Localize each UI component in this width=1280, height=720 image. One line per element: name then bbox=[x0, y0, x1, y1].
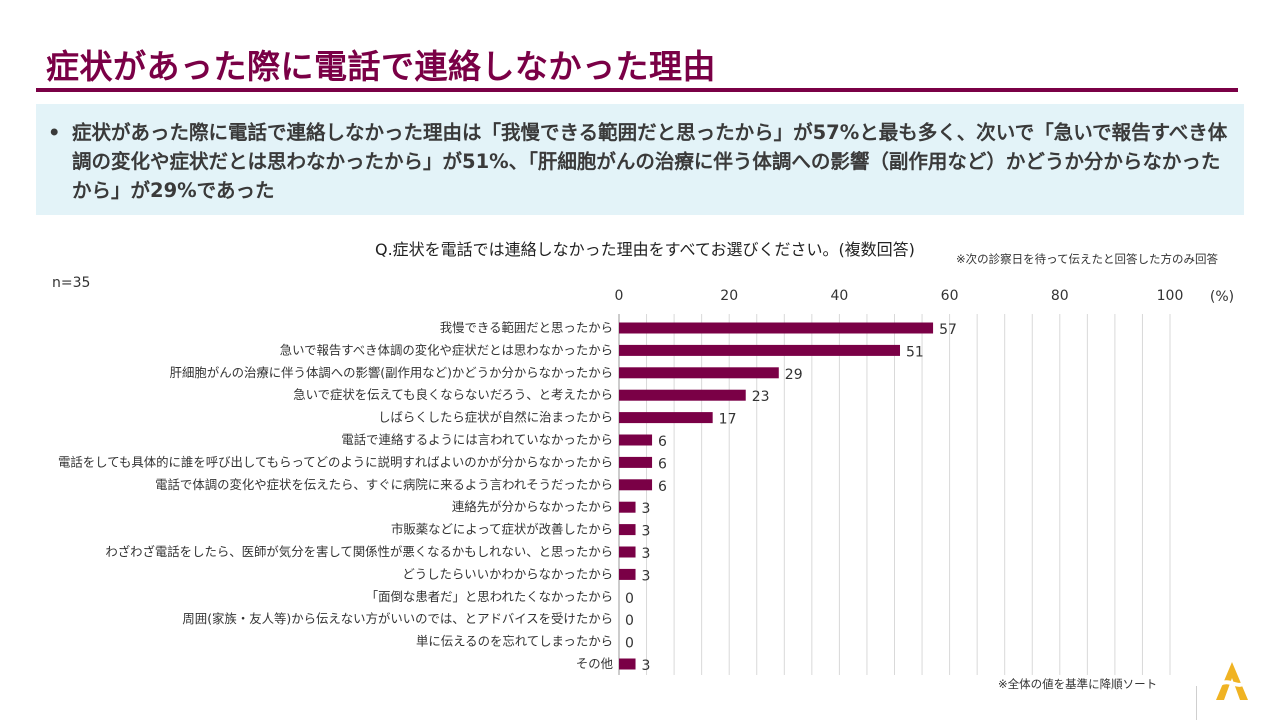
value-label: 6 bbox=[658, 479, 667, 495]
value-label: 57 bbox=[939, 322, 957, 338]
bar bbox=[619, 568, 636, 580]
x-tick-label: 100 bbox=[1157, 288, 1184, 304]
page-title: 症状があった際に電話で連絡しなかった理由 bbox=[46, 47, 716, 86]
category-label: その他 bbox=[576, 656, 613, 671]
corner-divider bbox=[1196, 686, 1197, 720]
value-label: 0 bbox=[625, 591, 634, 607]
category-label: どうしたらいいかわからなかったから bbox=[402, 566, 613, 581]
value-label: 0 bbox=[625, 636, 634, 652]
bar bbox=[619, 479, 653, 491]
x-tick-label: 0 bbox=[615, 288, 624, 304]
category-label: 電話をしても具体的に誰を呼び出してもらってどのように説明すればよいのかが分からな… bbox=[58, 454, 613, 469]
bar bbox=[619, 389, 746, 401]
bar bbox=[619, 546, 636, 558]
sort-note: ※全体の値を基準に降順ソート bbox=[998, 677, 1158, 691]
category-label: 「面倒な患者だ」と思われたくなかったから bbox=[366, 589, 613, 604]
value-label: 29 bbox=[785, 367, 803, 383]
question-text: Q.症状を電話では連絡しなかった理由をすべてお選びください。(複数回答) bbox=[375, 240, 915, 259]
category-label: わざわざ電話をしたら、医師が気分を害して関係性が悪くなるかもしれない、と思ったか… bbox=[105, 544, 613, 559]
category-label: 連絡先が分からなかったから bbox=[452, 499, 613, 514]
bullet-icon: • bbox=[48, 121, 61, 144]
category-label: 単に伝えるのを忘れてしまったから bbox=[416, 634, 613, 649]
summary-box: • 症状があった際に電話で連絡しなかった理由は「我慢できる範囲だと思ったから」が… bbox=[36, 104, 1244, 215]
category-label: 周囲(家族・友人等)から伝えない方がいいのでは、とアドバイスを受けたから bbox=[182, 611, 613, 626]
x-tick-label: 60 bbox=[941, 288, 959, 304]
value-label: 6 bbox=[658, 456, 667, 472]
bar bbox=[619, 367, 779, 379]
value-label: 0 bbox=[625, 613, 634, 629]
respondent-note: ※次の診察日を待って伝えたと回答した方のみ回答 bbox=[956, 252, 1219, 266]
company-logo-icon bbox=[1216, 662, 1248, 700]
value-label: 3 bbox=[642, 546, 651, 562]
value-label: 3 bbox=[642, 568, 651, 584]
category-label: 急いで症状を伝えても良くならないだろう、と考えたから bbox=[293, 387, 613, 402]
category-label: しばらくしたら症状が自然に治まったから bbox=[378, 410, 613, 425]
value-label: 51 bbox=[906, 344, 924, 360]
x-axis-unit-label: (%) bbox=[1210, 289, 1234, 305]
bar bbox=[619, 658, 636, 670]
category-label: 急いで報告すべき体調の変化や症状だとは思わなかったから bbox=[280, 342, 613, 357]
x-tick-label: 40 bbox=[830, 288, 848, 304]
value-label: 6 bbox=[658, 434, 667, 450]
category-label: 電話で連絡するようには言われていなかったから bbox=[341, 432, 613, 447]
bar bbox=[619, 524, 636, 536]
x-tick-label: 80 bbox=[1051, 288, 1069, 304]
x-tick-label: 20 bbox=[720, 288, 738, 304]
bar bbox=[619, 501, 636, 513]
summary-text: 症状があった際に電話で連絡しなかった理由は「我慢できる範囲だと思ったから」が57… bbox=[72, 121, 1228, 202]
category-label: 我慢できる範囲だと思ったから bbox=[440, 320, 613, 335]
category-label: 電話で体調の変化や症状を伝えたら、すぐに病院に来るよう言われそうだったから bbox=[155, 477, 613, 492]
category-label: 市販薬などによって症状が改善したから bbox=[391, 522, 613, 537]
bar bbox=[619, 322, 934, 334]
category-label: 肝細胞がんの治療に伴う体調への影響(副作用など)かどうか分からなかったから bbox=[170, 365, 613, 380]
value-label: 3 bbox=[642, 658, 651, 674]
value-label: 17 bbox=[719, 412, 737, 428]
value-label: 23 bbox=[752, 389, 770, 405]
value-label: 3 bbox=[642, 524, 651, 540]
bar bbox=[619, 434, 653, 446]
value-label: 3 bbox=[642, 501, 651, 517]
bar bbox=[619, 456, 653, 468]
sample-size-label: n=35 bbox=[52, 275, 91, 291]
title-underline bbox=[36, 88, 1238, 92]
bar bbox=[619, 344, 901, 356]
bar bbox=[619, 412, 713, 424]
